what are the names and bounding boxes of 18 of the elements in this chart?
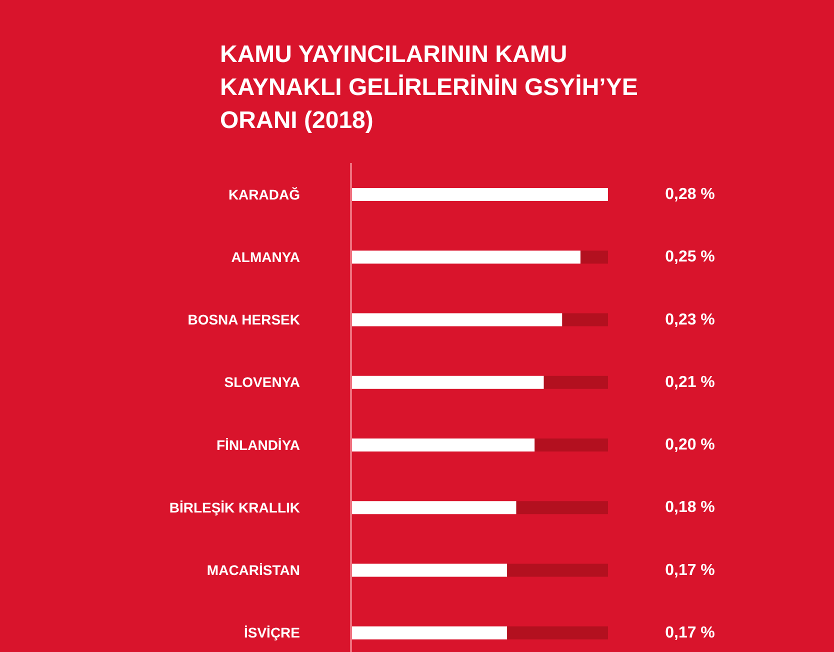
- data-label: 0,21 %: [665, 374, 715, 391]
- data-label: 0,23 %: [665, 311, 715, 328]
- y-tick-label: BOSNA HERSEK: [188, 312, 300, 328]
- data-label: 0,28 %: [665, 186, 715, 203]
- data-label: 0,18 %: [665, 499, 715, 516]
- y-tick-label: BİRLEŞİK KRALLIK: [169, 499, 300, 516]
- y-tick-label: İSVİÇRE: [244, 624, 300, 641]
- y-tick-label: FİNLANDİYA: [216, 436, 300, 453]
- y-tick-label: KARADAĞ: [228, 186, 300, 202]
- y-tick-label: ALMANYA: [231, 248, 300, 265]
- y-tick-label: SLOVENYA: [224, 374, 300, 390]
- y-tick-label: MACARİSTAN: [206, 562, 300, 578]
- bar: [351, 188, 608, 201]
- data-label: 0,25 %: [665, 248, 715, 266]
- data-label: 0,20 %: [665, 436, 715, 454]
- data-label: 0,17 %: [665, 624, 715, 642]
- data-label: 0,17 %: [665, 562, 715, 579]
- chart-title: KAMU YAYINCILARININ KAMU KAYNAKLI GELİRLERİNİN GSYİH’YE ORANI (2018): [220, 40, 639, 136]
